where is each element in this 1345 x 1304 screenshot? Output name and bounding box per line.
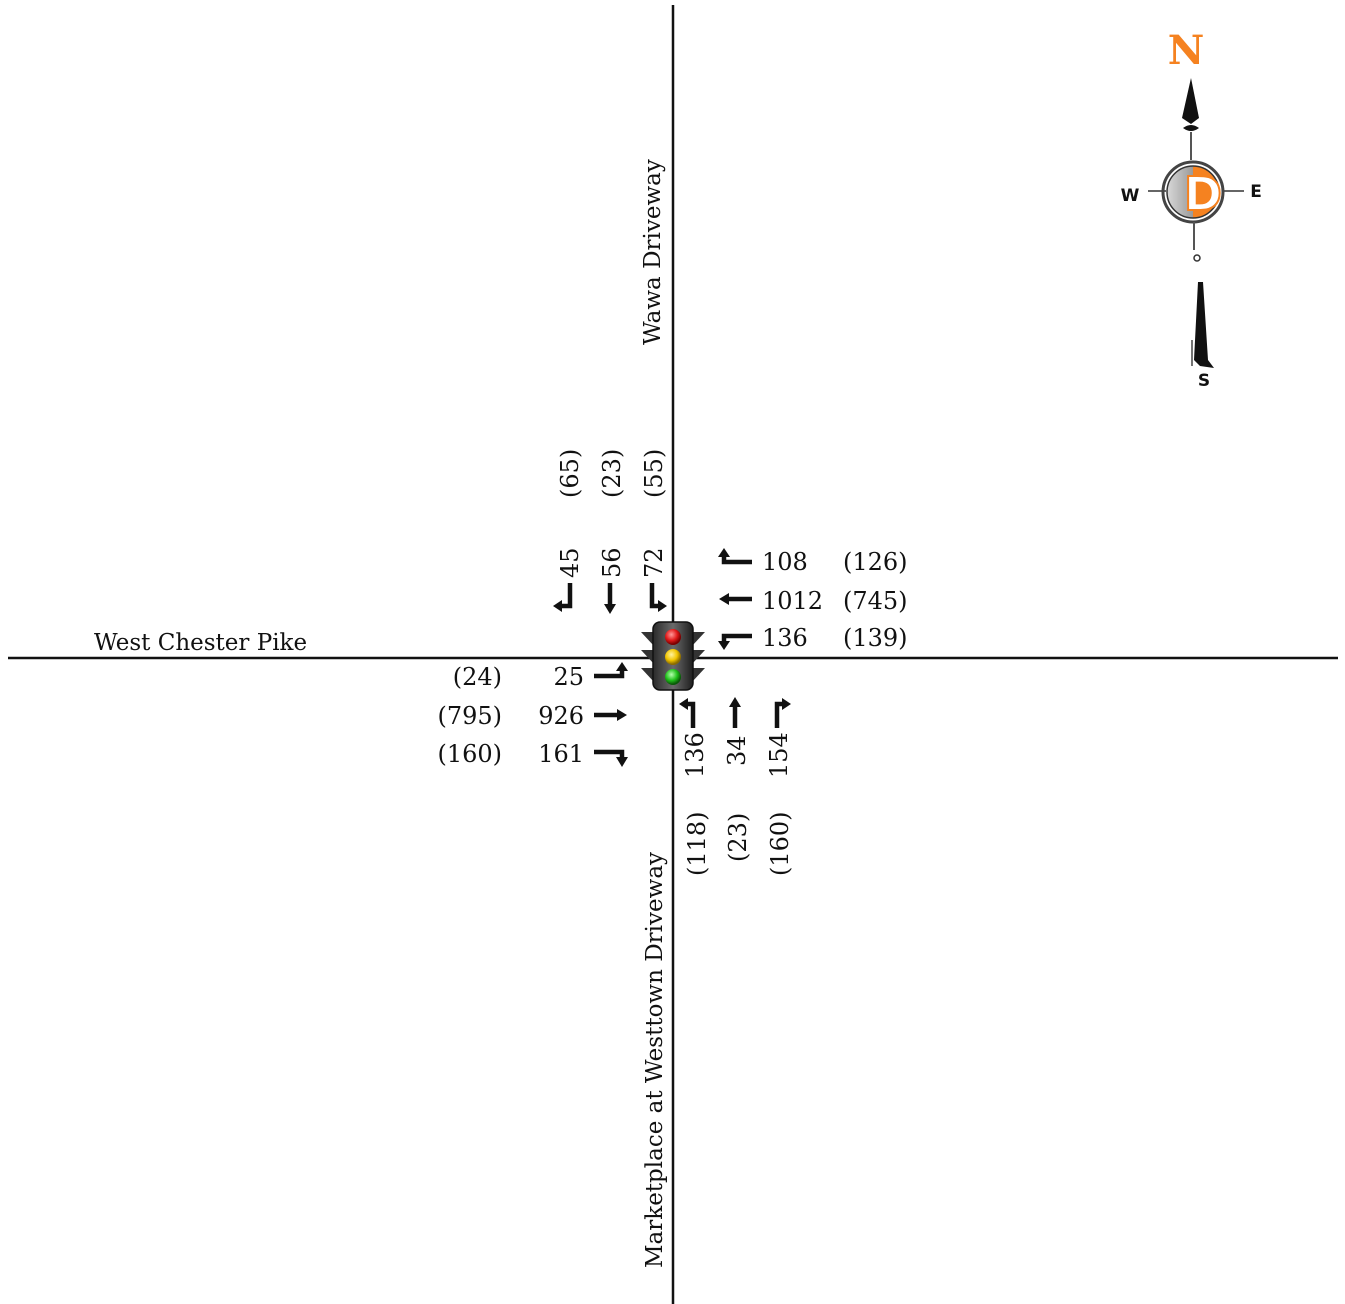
sb-right-am-volume: 45 bbox=[556, 547, 584, 578]
eb-through-arrow bbox=[594, 709, 627, 721]
nb-left-am-volume: 136 bbox=[681, 732, 709, 778]
wb-right-pm-volume: (139) bbox=[843, 624, 908, 652]
sb-left-turn-arrow bbox=[649, 583, 667, 612]
compass-north-letter: N bbox=[1168, 27, 1205, 74]
sb-through-am-volume: 56 bbox=[598, 547, 626, 578]
wb-right-am-volume: 136 bbox=[762, 624, 808, 652]
wb-left-turn-arrow bbox=[718, 548, 752, 565]
road-name-north: Wawa Driveway bbox=[640, 159, 666, 345]
sb-through-pm-volume: (23) bbox=[598, 449, 626, 498]
sb-right-turn-arrow bbox=[553, 583, 573, 612]
eb-through-am-volume: 926 bbox=[538, 702, 584, 730]
sb-left-am-volume: 72 bbox=[640, 547, 668, 578]
sb-left-pm-volume: (55) bbox=[640, 449, 668, 498]
sb-through-arrow bbox=[604, 583, 616, 614]
nb-right-am-volume: 154 bbox=[765, 732, 793, 778]
nb-right-turn-arrow bbox=[774, 698, 791, 728]
wb-left-am-volume: 108 bbox=[762, 548, 808, 576]
nb-through-am-volume: 34 bbox=[723, 735, 751, 766]
nb-through-pm-volume: (23) bbox=[724, 813, 752, 862]
eb-left-turn-arrow bbox=[594, 662, 628, 679]
compass-south-letter: S bbox=[1198, 371, 1210, 391]
compass-rose: N W E D S bbox=[1121, 27, 1262, 391]
eb-right-turn-arrow bbox=[594, 749, 628, 767]
compass-north-needle bbox=[1182, 78, 1199, 124]
road-name-west: West Chester Pike bbox=[94, 630, 307, 656]
compass-east-letter: E bbox=[1250, 182, 1262, 202]
compass-west-letter: W bbox=[1121, 186, 1140, 206]
eb-left-am-volume: 25 bbox=[553, 663, 584, 691]
wb-through-am-volume: 1012 bbox=[762, 587, 823, 615]
eb-through-pm-volume: (795) bbox=[437, 702, 502, 730]
eb-right-am-volume: 161 bbox=[538, 740, 584, 768]
nb-right-pm-volume: (160) bbox=[766, 811, 794, 876]
compass-south-needle bbox=[1194, 282, 1214, 368]
nb-through-arrow bbox=[729, 697, 741, 728]
eb-left-pm-volume: (24) bbox=[453, 663, 502, 691]
wb-through-pm-volume: (745) bbox=[843, 587, 908, 615]
wb-through-arrow bbox=[719, 593, 752, 605]
nb-left-turn-arrow bbox=[679, 698, 696, 728]
road-name-south: Marketplace at Westtown Driveway bbox=[642, 852, 668, 1268]
eb-right-pm-volume: (160) bbox=[437, 740, 502, 768]
compass-center-logo: D bbox=[1184, 167, 1222, 221]
traffic-signal-icon bbox=[641, 621, 705, 691]
wb-right-turn-arrow bbox=[718, 633, 752, 650]
nb-left-pm-volume: (118) bbox=[683, 811, 711, 876]
wb-left-pm-volume: (126) bbox=[843, 548, 908, 576]
sb-right-pm-volume: (65) bbox=[556, 449, 584, 498]
